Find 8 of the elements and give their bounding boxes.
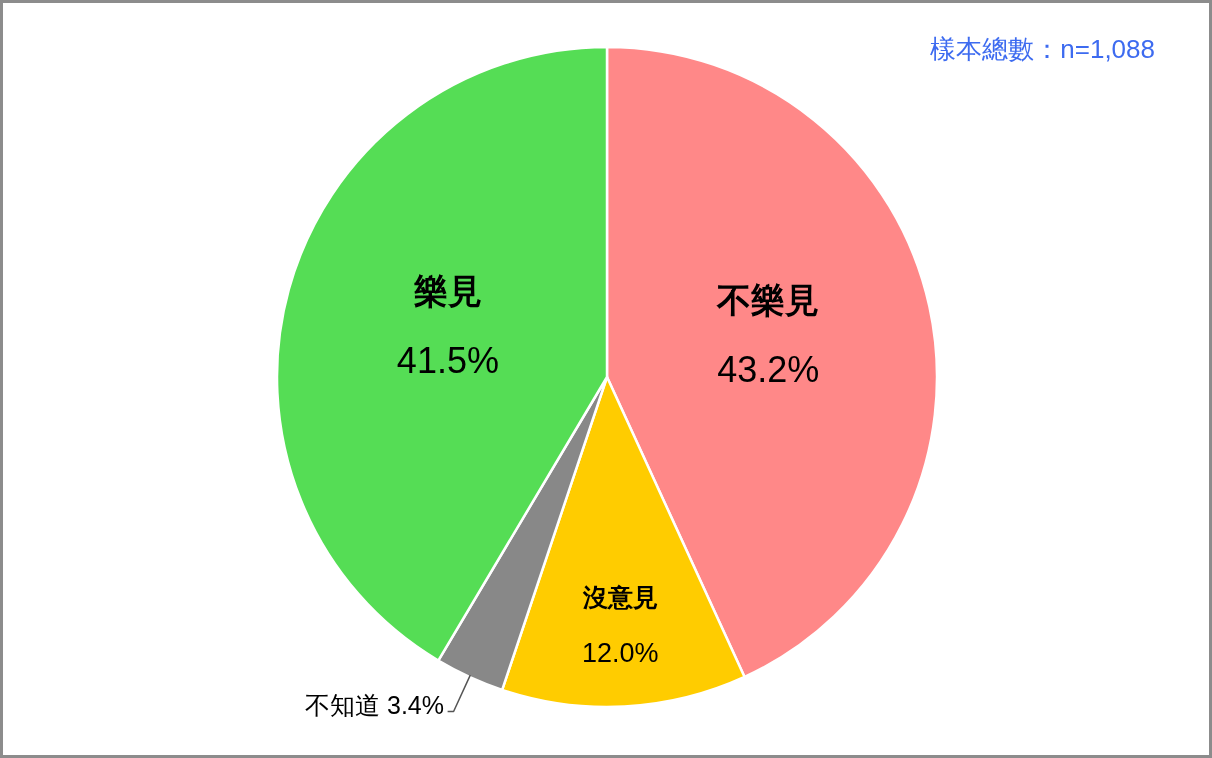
slice-label: 不知道 [305, 690, 381, 719]
slice-label: 樂見 [413, 272, 482, 311]
data-label: 12.0% [581, 638, 659, 669]
data-label: 41.5% [396, 340, 499, 382]
data-label: 3.4% [387, 690, 444, 719]
data-label: 43.2% [717, 348, 820, 390]
slice-label: 不樂見 [716, 280, 820, 319]
slice-label: 沒意見 [581, 583, 658, 612]
